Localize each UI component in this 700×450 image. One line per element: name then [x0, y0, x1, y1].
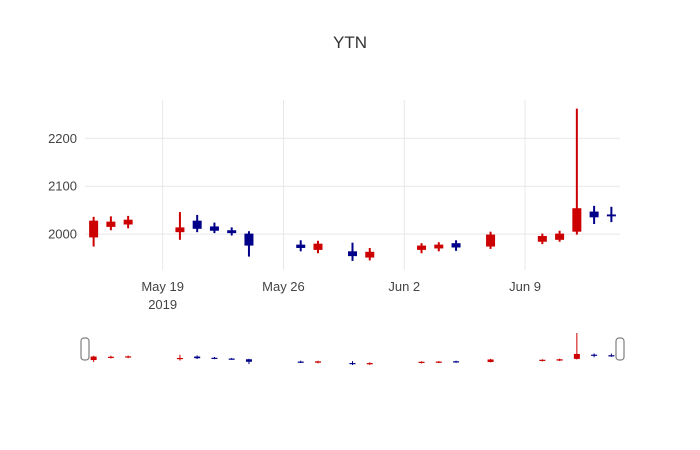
mini-candle-2019-06-10: [539, 359, 546, 362]
mini-candle-2019-05-27: [297, 360, 304, 363]
candle-2019-05-22: [209, 222, 219, 234]
candle-2019-05-28: [313, 240, 323, 254]
x-tick-label: May 26: [262, 279, 305, 294]
mini-candle-2019-06-07: [487, 358, 494, 363]
mini-candle-2019-05-28: [314, 360, 321, 364]
candle-2019-05-31: [365, 247, 375, 261]
mini-candle-2019-06-04: [435, 361, 442, 363]
mini-candle-2019-05-31: [366, 362, 373, 365]
x-tick-sublabel: 2019: [148, 297, 177, 312]
x-tick-label: Jun 2: [388, 279, 420, 294]
candle-2019-05-23: [227, 227, 237, 236]
rangeslider-handle-right[interactable]: [615, 337, 625, 361]
candle-2019-05-16: [106, 216, 116, 231]
mini-candle-2019-05-21: [194, 355, 201, 359]
mini-candle-2019-05-15: [90, 355, 97, 362]
candle-2019-06-13: [589, 205, 599, 225]
y-tick-label: 2200: [48, 131, 77, 146]
mini-candle-2019-06-03: [418, 361, 425, 364]
candle-2019-05-17: [123, 215, 133, 229]
mini-candle-2019-05-16: [107, 355, 114, 359]
candle-2019-06-10: [537, 233, 547, 245]
mini-candle-2019-05-20: [176, 354, 183, 361]
candle-2019-06-03: [417, 243, 427, 254]
candle-2019-05-30: [348, 242, 357, 261]
candle-2019-06-05: [451, 240, 461, 251]
plot-area[interactable]: [85, 100, 620, 270]
candle-2019-05-20: [175, 212, 185, 240]
candle-2019-06-11: [555, 230, 565, 242]
candle-2019-06-04: [434, 242, 444, 252]
mini-candle-2019-05-30: [349, 361, 356, 365]
x-tick-label: Jun 9: [509, 279, 541, 294]
y-tick-label: 2000: [48, 227, 77, 242]
mini-candle-2019-05-24: [245, 358, 252, 365]
candle-2019-05-24: [244, 231, 254, 257]
candle-2019-05-27: [296, 240, 306, 252]
rangeslider-handle-left[interactable]: [80, 337, 90, 361]
mini-candle-2019-06-05: [453, 360, 460, 363]
candle-2019-05-21: [192, 214, 202, 233]
mini-candle-2019-05-22: [211, 356, 218, 360]
candle-2019-05-15: [89, 216, 99, 247]
mini-candle-2019-06-14: [608, 353, 615, 357]
candle-2019-06-14: [606, 206, 616, 223]
candle-2019-06-07: [486, 231, 496, 249]
mini-candle-2019-05-17: [125, 355, 132, 359]
mini-candle-2019-06-12: [573, 333, 580, 360]
mini-candle-2019-06-13: [591, 353, 598, 358]
y-tick-label: 2100: [48, 179, 77, 194]
mini-candle-2019-05-23: [228, 357, 235, 360]
candle-2019-06-12: [572, 108, 582, 235]
rangeslider-track[interactable]: [85, 333, 620, 365]
chart-title: YTN: [333, 33, 367, 52]
x-tick-label: May 19: [141, 279, 184, 294]
mini-candle-2019-06-11: [556, 358, 563, 361]
